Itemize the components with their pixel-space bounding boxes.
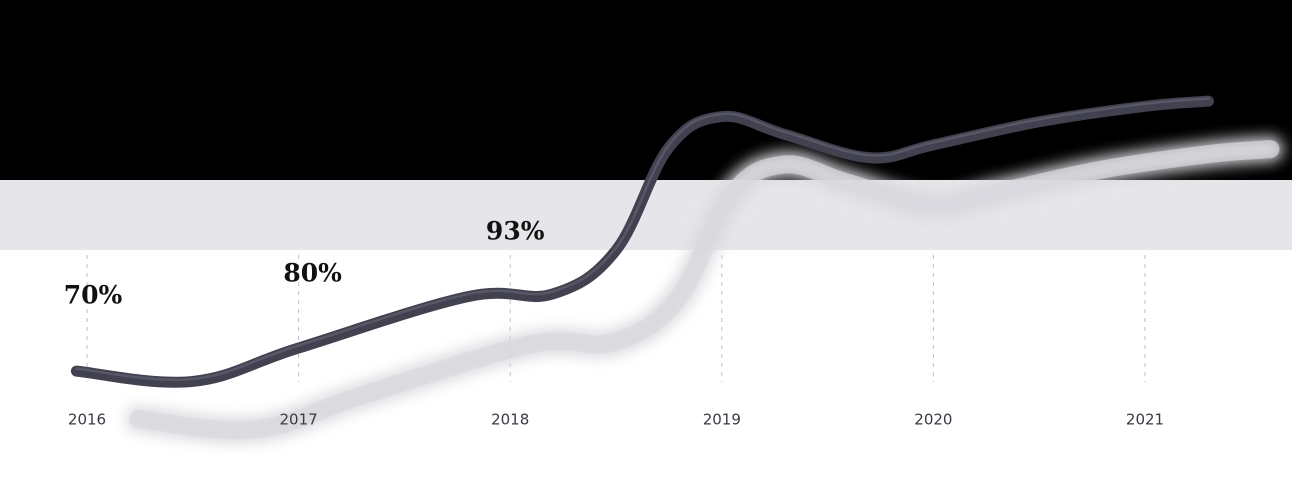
x-tick-label: 2017 (280, 411, 318, 429)
value-label-2017: 80% (283, 259, 342, 288)
value-label-2016: 70% (64, 281, 123, 310)
value-labels: 70% 80% 93% (64, 217, 545, 310)
x-axis-ticks: 2016 2017 2018 2019 2020 2021 (68, 411, 1164, 429)
series-shadow-core (129, 140, 1280, 440)
x-tick-label: 2018 (491, 411, 529, 429)
x-tick-label: 2020 (914, 411, 952, 429)
series-line (70, 95, 1214, 388)
line-shadow (125, 136, 1284, 444)
gridlines (86, 255, 1146, 382)
value-label-2018: 93% (486, 217, 545, 246)
series-line-highlight (75, 97, 1210, 381)
series-lines (70, 95, 1214, 388)
x-tick-label: 2019 (703, 411, 741, 429)
x-tick-label: 2016 (68, 411, 106, 429)
x-tick-label: 2021 (1126, 411, 1164, 429)
